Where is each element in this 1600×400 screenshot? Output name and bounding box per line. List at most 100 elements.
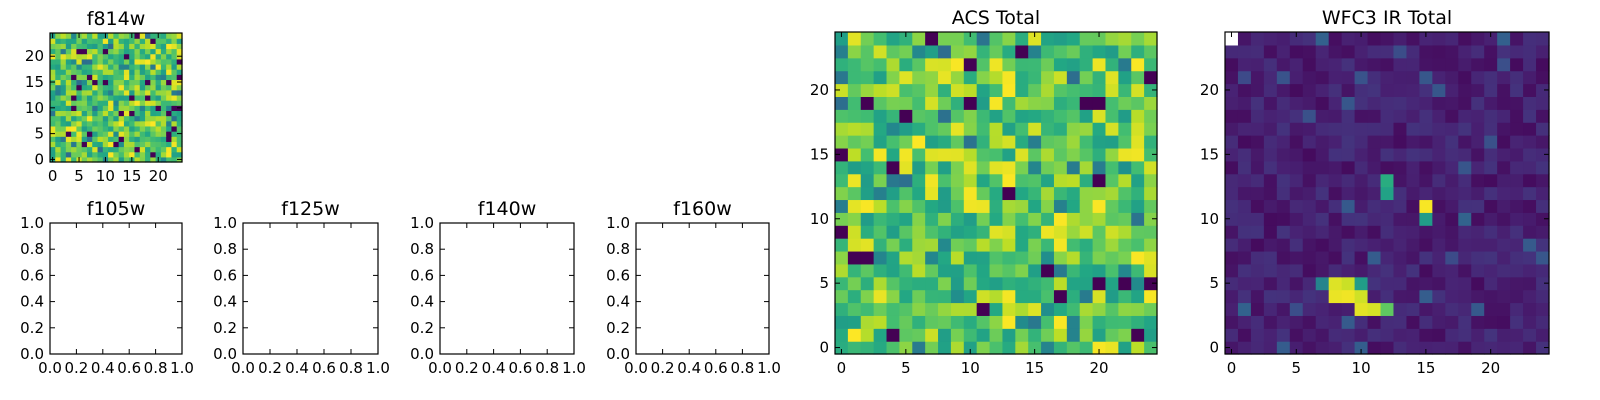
y-tick-label: 0.4 xyxy=(20,293,44,311)
heatmap-cell xyxy=(1144,328,1158,342)
heatmap-cell xyxy=(963,122,978,136)
heatmap-cell xyxy=(1406,315,1420,329)
heatmap-cell xyxy=(50,115,56,122)
heatmap-cell xyxy=(860,57,875,72)
heatmap-cell xyxy=(55,131,62,137)
heatmap-cell xyxy=(1419,122,1433,136)
heatmap-cell xyxy=(134,84,141,91)
heatmap-cell xyxy=(1028,276,1042,291)
heatmap-cell xyxy=(134,110,141,117)
heatmap-cell xyxy=(71,94,77,101)
heatmap-cell xyxy=(1092,328,1107,342)
heatmap-cell xyxy=(963,32,978,46)
heatmap-cell xyxy=(176,74,183,81)
heatmap-cell xyxy=(1066,44,1081,59)
heatmap-cell xyxy=(1263,250,1278,265)
heatmap-cell xyxy=(835,212,849,226)
heatmap-cell xyxy=(92,110,99,117)
heatmap-cell xyxy=(1497,341,1511,355)
heatmap-cell xyxy=(1066,328,1081,342)
heatmap-cell xyxy=(97,69,104,75)
heatmap-cell xyxy=(976,32,991,46)
heatmap-cell xyxy=(97,115,104,122)
heatmap-cell xyxy=(1041,160,1055,175)
heatmap-cell xyxy=(899,122,913,136)
heatmap-cell xyxy=(989,135,1004,149)
heatmap-cell xyxy=(835,160,849,175)
heatmap-cell xyxy=(1079,341,1094,355)
heatmap-cell xyxy=(1302,199,1317,213)
heatmap-cell xyxy=(171,63,178,70)
heatmap-cell xyxy=(860,315,875,329)
heatmap-cell xyxy=(1393,96,1408,110)
heatmap-cell xyxy=(835,83,849,97)
heatmap-cell xyxy=(76,58,83,65)
heatmap-cell xyxy=(60,136,67,142)
heatmap-cell xyxy=(1354,328,1369,342)
x-tick-label: 0.8 xyxy=(730,359,754,377)
heatmap-cell xyxy=(1002,122,1016,136)
heatmap-cell xyxy=(1419,289,1433,304)
heatmap-cell xyxy=(963,109,978,123)
heatmap-cell xyxy=(1445,32,1459,46)
heatmap-cell xyxy=(976,122,991,136)
heatmap-cell xyxy=(1131,289,1145,304)
heatmap-cell xyxy=(76,63,83,70)
heatmap-cell xyxy=(71,33,77,39)
heatmap-cell xyxy=(899,328,913,342)
heatmap-cell xyxy=(1432,199,1446,213)
heatmap-cell xyxy=(925,199,939,213)
heatmap-cell xyxy=(873,70,888,85)
heatmap-cell xyxy=(1536,44,1550,59)
heatmap-cell xyxy=(1105,160,1119,175)
heatmap-cell xyxy=(1302,212,1317,226)
heatmap-cell xyxy=(134,115,141,122)
heatmap-cell xyxy=(160,156,167,163)
heatmap-cell xyxy=(1315,238,1330,252)
heatmap-cell xyxy=(160,120,167,127)
heatmap-cell xyxy=(1225,199,1239,213)
heatmap-cell xyxy=(1263,225,1278,239)
heatmap-cell xyxy=(1367,32,1382,46)
heatmap-cell xyxy=(1354,341,1369,355)
heatmap-cell xyxy=(899,263,913,278)
heatmap-cell xyxy=(1263,57,1278,72)
heatmap-cell xyxy=(1471,32,1485,46)
heatmap-cell xyxy=(1144,276,1158,291)
heatmap-cell xyxy=(1302,276,1317,291)
heatmap-cell xyxy=(1497,276,1511,291)
heatmap-cell xyxy=(1225,289,1239,304)
heatmap-cell xyxy=(1510,173,1524,188)
heatmap-cell xyxy=(1092,147,1107,162)
heatmap-cell xyxy=(1484,186,1498,201)
heatmap-cell xyxy=(81,33,88,39)
heatmap-cell xyxy=(171,33,178,39)
heatmap-cell xyxy=(118,74,125,81)
x-tick-label: 0.8 xyxy=(535,359,559,377)
heatmap-cell xyxy=(1276,44,1291,59)
heatmap-cell xyxy=(60,43,67,50)
heatmap-cell xyxy=(123,89,130,96)
heatmap-cell xyxy=(1053,32,1068,46)
heatmap-cell xyxy=(55,33,62,39)
heatmap-cell xyxy=(1497,212,1511,226)
heatmap-cell xyxy=(1432,263,1446,278)
heatmap-cell xyxy=(976,44,991,59)
heatmap-cell xyxy=(123,156,130,163)
heatmap-cell xyxy=(1237,96,1252,110)
heatmap-cell xyxy=(1445,57,1459,72)
x-tick-label: 0.6 xyxy=(312,359,336,377)
heatmap-cell xyxy=(1445,186,1459,201)
heatmap-cell xyxy=(60,89,67,96)
y-tick-label: 20 xyxy=(810,81,829,99)
heatmap-cell xyxy=(65,105,72,111)
heatmap-cell xyxy=(71,63,77,70)
heatmap-cell xyxy=(145,89,151,96)
heatmap-cell xyxy=(1105,147,1119,162)
heatmap-cell xyxy=(950,109,965,123)
y-tick-label: 5 xyxy=(819,274,829,292)
heatmap-cell xyxy=(1458,70,1472,85)
heatmap-cell xyxy=(912,263,926,278)
heatmap-cell xyxy=(912,186,926,201)
heatmap-cell xyxy=(1053,302,1068,316)
